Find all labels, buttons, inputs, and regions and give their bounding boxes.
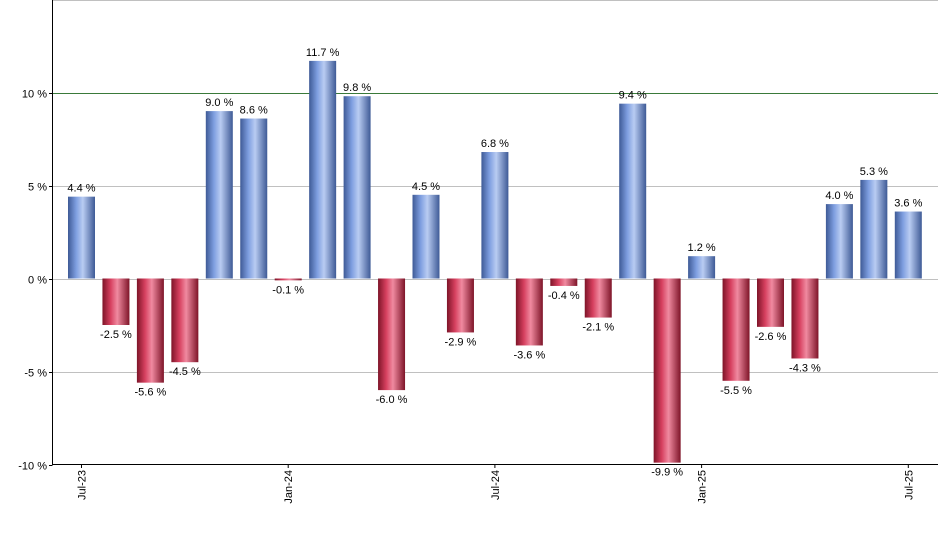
bar	[515, 278, 543, 346]
data-label: 4.0 %	[825, 190, 853, 202]
data-label: 9.0 %	[205, 97, 233, 109]
labels-layer: -10 % -5 % 0 % 5 % 10 % 4.4 % -2.5 % -5.6 %-4.5…	[18, 47, 922, 504]
bar	[860, 179, 888, 279]
grid-layer	[52, 0, 938, 373]
bar	[68, 196, 95, 279]
y-tick-label: 0 %	[28, 275, 47, 287]
data-label: 11.7 %	[306, 47, 340, 59]
x-tick-label: Jul-23	[77, 470, 89, 500]
bar	[240, 118, 268, 279]
bar	[102, 278, 130, 325]
x-tick-label: Jan-25	[697, 470, 709, 504]
bar	[825, 204, 853, 279]
data-label: -2.1 %	[582, 322, 614, 334]
y-tick-label: -10 %	[18, 461, 47, 473]
data-label: -0.4 %	[548, 290, 580, 302]
bar	[446, 278, 474, 333]
bar	[343, 96, 371, 279]
bar	[791, 278, 819, 359]
data-label: -9.9 %	[651, 467, 683, 479]
x-tick-label: Jan-24	[283, 470, 295, 504]
data-label: 1.2 %	[688, 242, 716, 254]
bar	[584, 278, 612, 318]
data-label: -2.5 %	[100, 329, 132, 341]
y-tick-label: 10 %	[22, 89, 47, 101]
data-label: 4.4 %	[67, 183, 95, 195]
data-label: -5.6 %	[135, 387, 167, 399]
y-tick-label: 5 %	[28, 182, 47, 194]
data-label: -5.5 %	[720, 385, 752, 397]
bar	[894, 211, 922, 279]
data-label: -2.9 %	[445, 336, 477, 348]
bar	[481, 152, 509, 279]
bar	[619, 103, 647, 279]
data-label: 6.8 %	[481, 138, 509, 150]
x-tick-label: Jul-24	[490, 470, 502, 500]
bars-layer	[68, 60, 922, 463]
data-label: 5.3 %	[860, 166, 888, 178]
bar	[309, 60, 337, 279]
x-tick-label: Jul-25	[903, 470, 915, 500]
data-label: 4.5 %	[412, 181, 440, 193]
bar	[412, 194, 440, 279]
data-label: 3.6 %	[894, 198, 922, 210]
data-label: -0.1 %	[272, 284, 304, 296]
bar	[274, 278, 302, 281]
data-label: -2.6 %	[755, 331, 787, 343]
bar	[171, 278, 199, 363]
data-label: -6.0 %	[376, 394, 408, 406]
data-label: 9.4 %	[619, 90, 647, 102]
bar	[378, 278, 406, 391]
bar	[653, 278, 681, 463]
data-label: 9.8 %	[343, 82, 371, 94]
bar	[136, 278, 164, 383]
data-label: 8.6 %	[240, 105, 268, 117]
bar	[757, 278, 784, 327]
y-tick-label: -5 %	[24, 368, 47, 380]
bar	[722, 278, 750, 381]
data-label: -4.3 %	[789, 362, 821, 374]
bar	[205, 111, 233, 279]
axis-layer	[49, 0, 938, 468]
bar	[550, 278, 578, 286]
bar	[688, 256, 716, 279]
data-label: -3.6 %	[513, 349, 545, 361]
data-label: -4.5 %	[169, 366, 201, 378]
